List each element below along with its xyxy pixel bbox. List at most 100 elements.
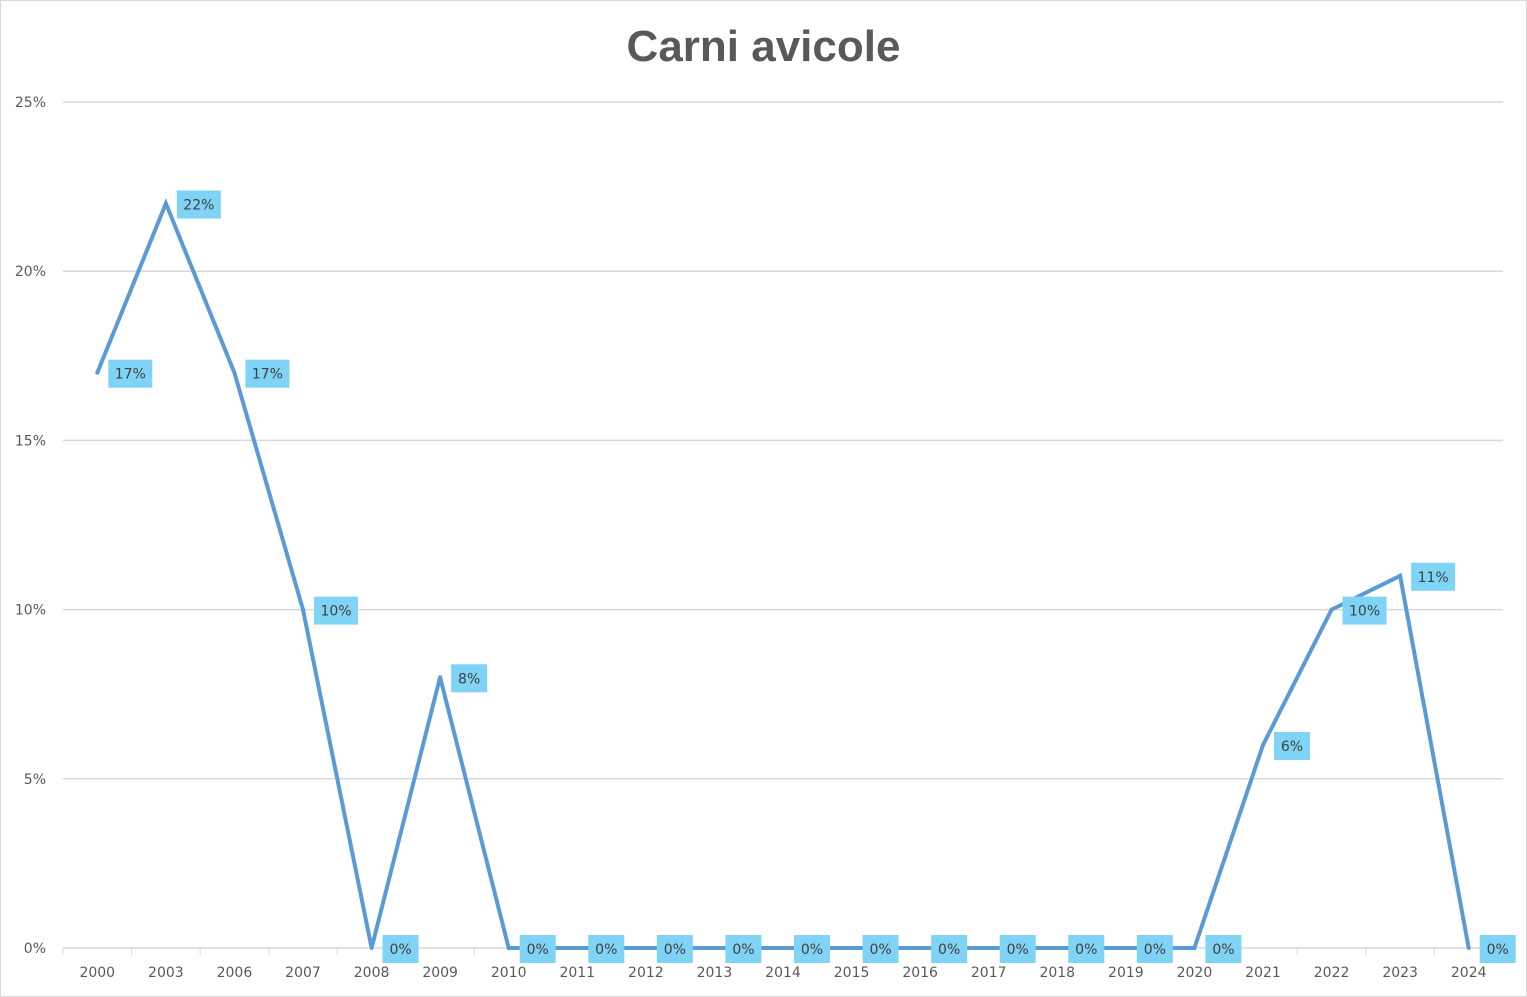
data-label-box — [794, 935, 830, 963]
data-point — [163, 201, 168, 206]
x-tick-label: 2018 — [1039, 965, 1075, 981]
y-tick-label: 20% — [15, 264, 46, 280]
data-label: 10% — [314, 596, 358, 625]
data-label: 0% — [862, 935, 899, 963]
y-tick-label: 0% — [24, 941, 46, 957]
x-tick-label: 2011 — [559, 965, 595, 981]
data-label-text: 0% — [527, 942, 549, 958]
data-label-text: 22% — [183, 198, 214, 214]
x-tick-label: 2019 — [1108, 965, 1144, 981]
y-tick-label: 10% — [15, 603, 46, 619]
data-label-box — [451, 664, 488, 693]
data-label: 0% — [1136, 935, 1173, 963]
data-label-box — [314, 596, 358, 625]
x-tick-label: 2021 — [1245, 965, 1281, 981]
series-line — [95, 198, 1471, 950]
data-label-text: 0% — [1144, 942, 1166, 958]
data-label: 0% — [519, 935, 556, 963]
data-label-box — [382, 935, 419, 963]
data-label: 0% — [656, 935, 693, 963]
data-point — [301, 607, 305, 612]
data-point — [712, 946, 717, 950]
y-tick-label: 15% — [15, 433, 46, 449]
data-point — [986, 946, 991, 950]
data-label-text: 10% — [1349, 604, 1380, 620]
data-label-box — [999, 935, 1036, 963]
x-tick-label: 2014 — [765, 965, 801, 981]
data-label-box — [1479, 935, 1516, 963]
data-label: 0% — [1205, 935, 1242, 963]
data-label-text: 0% — [389, 942, 411, 958]
data-label-text: 17% — [115, 367, 146, 383]
data-label: 8% — [451, 664, 488, 693]
data-point — [438, 675, 443, 680]
data-label-box — [1136, 935, 1173, 963]
data-label-text: 17% — [252, 367, 283, 383]
data-label-box — [862, 935, 899, 963]
x-tick-label: 2013 — [697, 965, 733, 981]
data-point — [849, 946, 854, 950]
data-point — [506, 946, 511, 950]
data-label-box — [245, 359, 290, 388]
data-point — [369, 946, 374, 950]
data-label-box — [588, 935, 625, 963]
data-label-text: 0% — [1007, 942, 1029, 958]
data-label: 0% — [1068, 935, 1105, 963]
data-point — [1123, 946, 1128, 950]
data-point — [1466, 946, 1471, 950]
data-label-box — [656, 935, 693, 963]
x-tick-label: 2015 — [834, 965, 870, 981]
data-label-box — [1411, 562, 1456, 591]
x-tick-label: 2008 — [354, 965, 390, 981]
data-label: 6% — [1274, 731, 1310, 760]
data-point — [918, 946, 923, 950]
data-label-text: 0% — [1487, 942, 1509, 958]
data-point — [781, 946, 785, 950]
data-point — [1055, 946, 1060, 950]
data-label-box — [1274, 731, 1310, 760]
data-point — [232, 370, 237, 375]
y-tick-label: 25% — [15, 95, 46, 111]
data-label: 0% — [382, 935, 419, 963]
data-label-text: 0% — [732, 942, 754, 958]
data-label: 10% — [1342, 596, 1387, 625]
x-tick-label: 2024 — [1451, 965, 1487, 981]
data-label-text: 8% — [458, 671, 480, 687]
data-point — [575, 946, 580, 950]
data-point — [1261, 742, 1265, 747]
x-tick-label: 2017 — [971, 965, 1007, 981]
data-label-box — [931, 935, 968, 963]
x-tick-label: 2007 — [285, 965, 321, 981]
data-label: 0% — [1479, 935, 1516, 963]
data-point — [1192, 946, 1197, 950]
data-label: 0% — [588, 935, 625, 963]
data-label-text: 0% — [1212, 942, 1234, 958]
data-label: 0% — [931, 935, 968, 963]
x-tick-label: 2022 — [1314, 965, 1350, 981]
x-tick-label: 2006 — [217, 965, 253, 981]
chart-title: Carni avicole — [626, 22, 901, 71]
data-point — [1329, 607, 1334, 612]
data-point — [643, 946, 648, 950]
data-label-text: 0% — [1075, 942, 1097, 958]
x-tick-label: 2023 — [1382, 965, 1418, 981]
data-label: 11% — [1411, 562, 1456, 591]
data-label-box — [176, 190, 221, 219]
data-label-text: 11% — [1418, 570, 1449, 586]
data-label-text: 10% — [320, 604, 351, 620]
data-label-text: 0% — [595, 942, 617, 958]
data-label-box — [1205, 935, 1242, 963]
data-point — [1398, 573, 1403, 578]
x-tick-label: 2020 — [1177, 965, 1213, 981]
data-label: 0% — [794, 935, 830, 963]
x-tick-label: 2003 — [148, 965, 184, 981]
data-label: 22% — [176, 190, 221, 219]
data-label-box — [108, 359, 153, 388]
y-tick-label: 5% — [24, 772, 46, 788]
data-label-box — [1342, 596, 1387, 625]
data-label-text: 6% — [1281, 739, 1303, 755]
data-label-box — [1068, 935, 1105, 963]
x-tick-label: 2009 — [422, 965, 458, 981]
